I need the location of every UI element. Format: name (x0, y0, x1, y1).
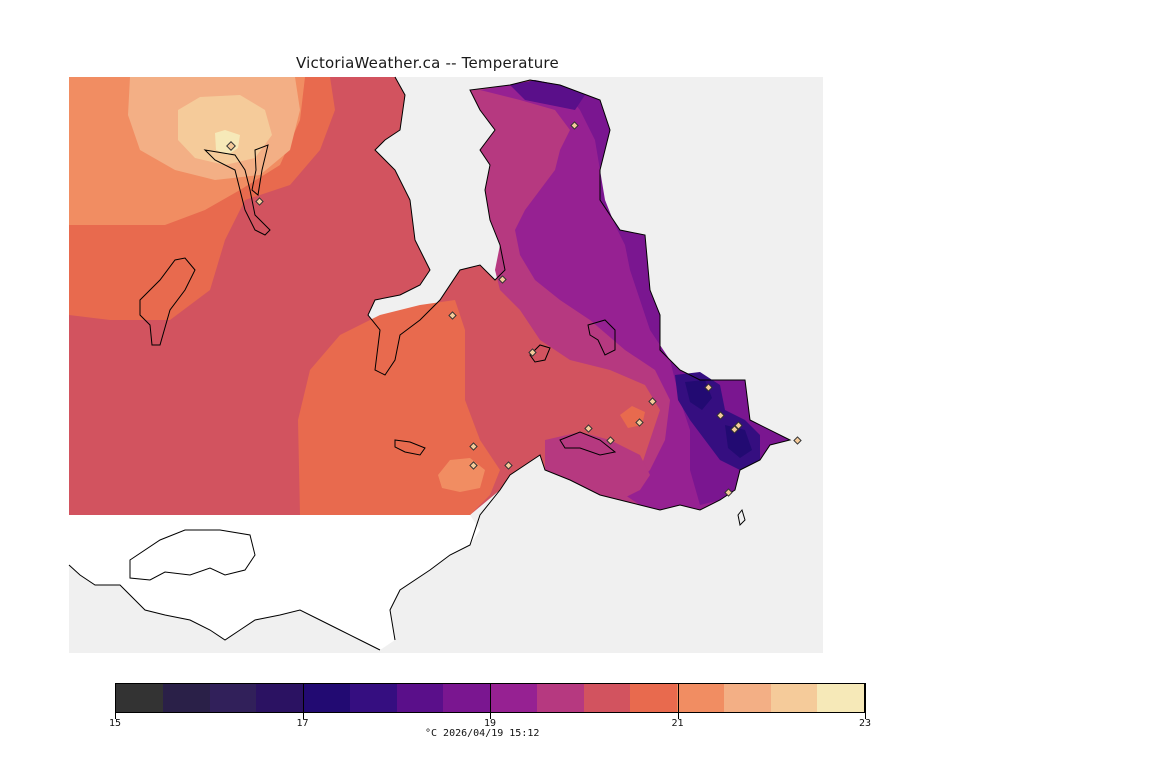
colorbar-tick-label: 15 (108, 718, 122, 729)
colorbar-swatch (396, 684, 444, 712)
colorbar-caption: °C 2026/04/19 15:12 (425, 728, 540, 739)
station-marker[interactable] (448, 311, 457, 320)
station-marker[interactable] (793, 436, 802, 445)
colorbar-tick (865, 683, 866, 719)
station-marker[interactable] (648, 397, 657, 406)
colorbar-tick (115, 683, 116, 719)
station-marker[interactable] (730, 425, 739, 434)
colorbar-swatch (303, 684, 350, 712)
colorbar-swatch (536, 684, 584, 712)
station-marker[interactable] (255, 197, 264, 206)
colorbar-swatch (256, 684, 303, 712)
colorbar-swatch (116, 684, 163, 712)
station-marker[interactable] (704, 383, 713, 392)
weather-stations[interactable] (226, 121, 802, 497)
station-marker[interactable] (226, 141, 236, 151)
colorbar-tick (677, 683, 679, 719)
colorbar-swatch (490, 684, 537, 712)
station-marker[interactable] (469, 461, 478, 470)
colorbar-swatch (443, 684, 490, 712)
colorbar-swatch (162, 684, 210, 712)
colorbar-swatch (630, 684, 677, 712)
colorbar-swatch (723, 684, 771, 712)
colorbar-swatch (817, 684, 864, 712)
temperature-colorbar (115, 683, 865, 713)
colorbar-swatch (349, 684, 397, 712)
colorbar-swatch (583, 684, 631, 712)
station-marker[interactable] (570, 121, 579, 130)
station-marker[interactable] (584, 424, 593, 433)
map-title: VictoriaWeather.ca -- Temperature (296, 54, 559, 72)
station-marker[interactable] (606, 436, 615, 445)
station-marker[interactable] (734, 421, 743, 430)
station-marker[interactable] (716, 411, 725, 420)
colorbar-tick-label: 19 (483, 718, 497, 729)
colorbar-swatch (770, 684, 818, 712)
station-marker[interactable] (504, 461, 513, 470)
colorbar-swatch (677, 684, 724, 712)
coastlines (68, 76, 792, 651)
colorbar-tick-label: 21 (671, 718, 684, 729)
colorbar-tick-label: 17 (296, 718, 309, 729)
station-marker[interactable] (724, 488, 733, 497)
colorbar-tick (490, 683, 491, 719)
colorbar-swatch (209, 684, 257, 712)
colorbar-tick (302, 683, 304, 719)
colorbar-tick-label: 23 (858, 718, 872, 729)
station-marker[interactable] (469, 442, 478, 451)
station-marker[interactable] (498, 275, 507, 284)
station-marker[interactable] (635, 418, 644, 427)
station-marker[interactable] (528, 348, 537, 357)
